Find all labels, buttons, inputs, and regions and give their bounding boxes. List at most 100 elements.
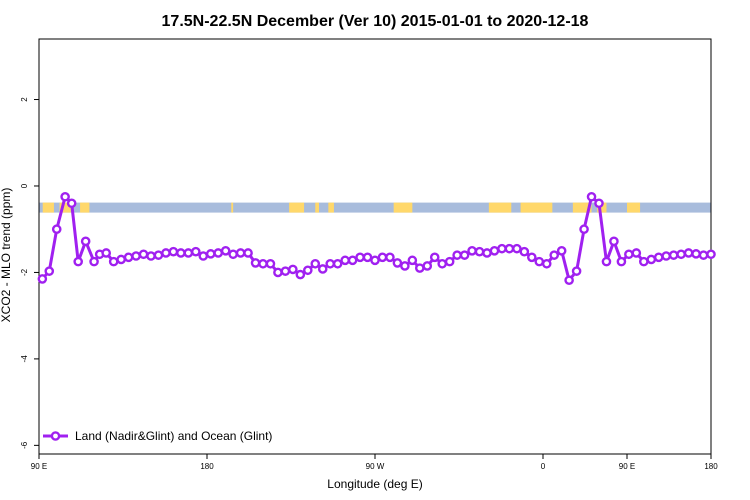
- x-tick-label: 180: [200, 462, 214, 471]
- data-point: [310, 258, 321, 269]
- surface-strip-land: [488, 202, 512, 213]
- data-point: [504, 243, 515, 254]
- data-point: [198, 251, 209, 261]
- data-point: [437, 258, 448, 269]
- data-point: [541, 258, 552, 269]
- data-point: [414, 263, 425, 273]
- data-point: [444, 256, 455, 267]
- data-point: [497, 243, 507, 254]
- chart-title: 17.5N-22.5N December (Ver 10) 2015-01-01…: [162, 13, 589, 30]
- data-point: [459, 250, 470, 260]
- y-tick-label: -4: [20, 355, 29, 363]
- data-point: [183, 248, 194, 258]
- data-point: [60, 191, 70, 202]
- data-point: [601, 256, 612, 267]
- data-point: [489, 246, 500, 256]
- data-point: [624, 249, 634, 260]
- data-point: [288, 264, 298, 275]
- y-tick-label: -6: [20, 441, 29, 449]
- data-point: [168, 246, 179, 257]
- data-point: [44, 266, 55, 276]
- data-point: [131, 251, 141, 261]
- data-point: [235, 248, 246, 258]
- data-point: [706, 249, 716, 260]
- data-point: [653, 252, 664, 263]
- data-point: [691, 249, 701, 259]
- data-point: [108, 256, 119, 267]
- surface-strip-land: [627, 202, 641, 213]
- data-point: [683, 248, 694, 258]
- data-point: [609, 236, 619, 247]
- legend-marker: [50, 431, 61, 441]
- data-point: [661, 251, 672, 261]
- data-point: [534, 256, 545, 267]
- surface-strip-land: [328, 202, 334, 213]
- data-point: [429, 252, 440, 263]
- data-point: [205, 249, 216, 259]
- surface-strip-land: [393, 202, 413, 213]
- data-point: [556, 246, 567, 256]
- data-point: [377, 252, 388, 263]
- data-point: [332, 258, 343, 269]
- data-point: [616, 256, 627, 267]
- data-point: [422, 261, 433, 271]
- x-tick-label: 90 E: [619, 462, 635, 471]
- data-point: [228, 249, 238, 260]
- data-point: [295, 269, 306, 280]
- surface-strip-land: [59, 202, 71, 213]
- data-point: [340, 255, 350, 266]
- x-tick-label: 0: [541, 462, 546, 471]
- data-point: [646, 254, 657, 265]
- data-point: [564, 275, 574, 286]
- data-point: [213, 248, 223, 258]
- x-tick-label: 90 E: [31, 462, 47, 471]
- data-point: [676, 249, 686, 260]
- data-point: [668, 250, 679, 260]
- x-tick-label: 180: [704, 462, 718, 471]
- data-point: [153, 250, 164, 260]
- plot-frame: [38, 38, 712, 455]
- data-point: [698, 250, 709, 260]
- surface-strip-land: [231, 202, 234, 213]
- surface-strip-land: [572, 202, 592, 213]
- data-point: [89, 256, 99, 267]
- data-point: [392, 258, 403, 268]
- data-point: [243, 248, 253, 258]
- data-point: [250, 258, 261, 268]
- data-point: [586, 191, 597, 202]
- data-point: [273, 267, 283, 278]
- surface-strip-ocean: [39, 202, 711, 213]
- x-tick-label: 90 W: [366, 462, 385, 471]
- data-point: [73, 256, 83, 267]
- surface-strip-land: [80, 202, 90, 213]
- data-point: [407, 255, 418, 266]
- data-point: [355, 252, 365, 263]
- data-point: [161, 248, 171, 258]
- data-point: [176, 248, 186, 258]
- data-point: [138, 249, 149, 260]
- data-point: [579, 224, 589, 235]
- data-point: [265, 258, 276, 269]
- data-point: [452, 250, 462, 260]
- data-point: [519, 246, 530, 257]
- data-point: [317, 264, 328, 274]
- data-point: [258, 258, 268, 269]
- plot-area: 2 0 -2 -4 -6 90 E 180 90 W 0 180 90 E Land (Nadir&G…: [20, 38, 718, 471]
- data-point: [37, 274, 48, 284]
- y-tick-label: -2: [20, 268, 29, 276]
- data-point: [362, 252, 373, 263]
- data-point: [370, 255, 380, 266]
- data-point: [66, 198, 77, 209]
- data-point: [51, 224, 62, 235]
- data-point: [280, 266, 291, 276]
- surface-strip-land: [42, 202, 54, 213]
- legend-label: Land (Nadir&Glint) and Ocean (Glint): [75, 429, 272, 443]
- x-axis-label: Longitude (deg E): [327, 477, 422, 491]
- data-point: [482, 248, 492, 258]
- data-point: [631, 248, 642, 258]
- surface-strip-land: [597, 202, 607, 213]
- data-point: [347, 255, 358, 266]
- y-tick-label: 2: [20, 97, 29, 102]
- data-point: [474, 246, 485, 257]
